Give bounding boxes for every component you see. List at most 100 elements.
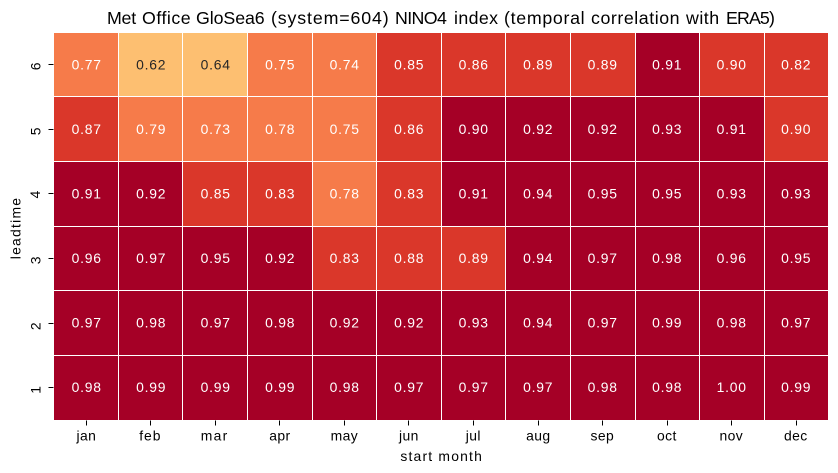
svg-text:0.90: 0.90 (781, 121, 811, 137)
svg-text:0.83: 0.83 (265, 185, 295, 201)
svg-text:0.98: 0.98 (265, 314, 295, 330)
svg-text:jul: jul (465, 428, 481, 444)
svg-text:may: may (331, 428, 358, 444)
svg-text:0.92: 0.92 (394, 314, 424, 330)
svg-text:0.98: 0.98 (652, 379, 682, 395)
svg-text:0.79: 0.79 (136, 121, 166, 137)
svg-text:0.83: 0.83 (394, 185, 424, 201)
svg-text:0.94: 0.94 (523, 250, 553, 266)
svg-text:GloSea6: GloSea6 (196, 8, 265, 28)
svg-text:0.85: 0.85 (201, 185, 231, 201)
svg-text:1.00: 1.00 (717, 379, 747, 395)
svg-text:0.92: 0.92 (330, 314, 360, 330)
svg-text:(system=604): (system=604) (271, 8, 390, 28)
svg-text:0.90: 0.90 (459, 121, 489, 137)
svg-text:0.92: 0.92 (136, 185, 166, 201)
svg-text:0.97: 0.97 (588, 250, 618, 266)
svg-text:correlation: correlation (591, 8, 680, 28)
svg-text:0.97: 0.97 (459, 379, 489, 395)
svg-text:0.91: 0.91 (72, 185, 102, 201)
svg-text:5: 5 (28, 127, 44, 135)
svg-text:6: 6 (28, 62, 44, 70)
svg-text:0.92: 0.92 (523, 121, 553, 137)
svg-text:0.92: 0.92 (588, 121, 618, 137)
svg-text:0.96: 0.96 (717, 250, 747, 266)
svg-text:0.75: 0.75 (265, 56, 295, 72)
svg-text:0.94: 0.94 (523, 185, 553, 201)
svg-text:0.95: 0.95 (588, 185, 618, 201)
svg-text:0.77: 0.77 (72, 56, 102, 72)
svg-text:0.98: 0.98 (717, 314, 747, 330)
svg-text:0.97: 0.97 (201, 314, 231, 330)
svg-text:Office: Office (142, 8, 191, 28)
svg-text:ERA5): ERA5) (726, 8, 774, 28)
svg-text:0.88: 0.88 (394, 250, 424, 266)
svg-text:0.85: 0.85 (394, 56, 424, 72)
svg-text:3: 3 (28, 256, 44, 264)
svg-text:0.93: 0.93 (459, 314, 489, 330)
svg-text:0.95: 0.95 (781, 250, 811, 266)
svg-text:0.93: 0.93 (652, 121, 682, 137)
svg-text:0.99: 0.99 (781, 379, 811, 395)
svg-text:0.89: 0.89 (588, 56, 618, 72)
svg-text:0.94: 0.94 (523, 314, 553, 330)
svg-text:0.83: 0.83 (330, 250, 360, 266)
svg-text:0.78: 0.78 (330, 185, 360, 201)
svg-text:index: index (454, 8, 498, 28)
svg-text:0.96: 0.96 (72, 250, 102, 266)
svg-text:leadtime: leadtime (8, 197, 24, 260)
svg-text:oct: oct (657, 428, 677, 444)
svg-text:0.98: 0.98 (330, 379, 360, 395)
svg-text:0.91: 0.91 (459, 185, 489, 201)
svg-text:0.90: 0.90 (717, 56, 747, 72)
svg-text:with: with (685, 8, 720, 28)
svg-text:0.87: 0.87 (72, 121, 102, 137)
svg-text:0.78: 0.78 (265, 121, 295, 137)
svg-text:mar: mar (201, 428, 229, 444)
svg-text:0.98: 0.98 (136, 314, 166, 330)
svg-text:aug: aug (526, 428, 550, 444)
svg-text:0.98: 0.98 (588, 379, 618, 395)
svg-text:0.75: 0.75 (330, 121, 360, 137)
svg-text:jan: jan (75, 428, 96, 444)
svg-text:nov: nov (720, 428, 744, 444)
svg-text:0.95: 0.95 (201, 250, 231, 266)
svg-text:0.89: 0.89 (459, 250, 489, 266)
svg-text:4: 4 (27, 191, 43, 199)
svg-text:jun: jun (398, 428, 419, 444)
svg-text:0.86: 0.86 (459, 56, 489, 72)
svg-text:start month: start month (400, 448, 483, 464)
svg-text:0.99: 0.99 (652, 314, 682, 330)
svg-text:0.89: 0.89 (523, 56, 553, 72)
svg-text:0.92: 0.92 (265, 250, 295, 266)
svg-text:0.62: 0.62 (136, 56, 166, 72)
svg-text:0.91: 0.91 (652, 56, 682, 72)
svg-text:0.64: 0.64 (201, 56, 231, 72)
svg-text:0.99: 0.99 (136, 379, 166, 395)
svg-text:0.86: 0.86 (394, 121, 424, 137)
svg-text:0.97: 0.97 (523, 379, 553, 395)
svg-text:sep: sep (591, 428, 615, 444)
svg-text:0.93: 0.93 (781, 185, 811, 201)
svg-text:1: 1 (28, 386, 44, 394)
svg-text:0.93: 0.93 (717, 185, 747, 201)
svg-text:0.98: 0.98 (72, 379, 102, 395)
svg-text:dec: dec (784, 428, 808, 444)
svg-text:0.82: 0.82 (781, 56, 811, 72)
svg-text:0.97: 0.97 (136, 250, 166, 266)
svg-text:2: 2 (28, 322, 44, 330)
svg-text:0.98: 0.98 (652, 250, 682, 266)
svg-text:0.97: 0.97 (781, 314, 811, 330)
svg-text:0.99: 0.99 (265, 379, 295, 395)
svg-text:0.97: 0.97 (394, 379, 424, 395)
svg-text:0.95: 0.95 (652, 185, 682, 201)
svg-text:NINO4: NINO4 (395, 8, 447, 28)
svg-text:0.97: 0.97 (72, 314, 102, 330)
svg-text:0.74: 0.74 (330, 56, 360, 72)
svg-text:0.73: 0.73 (201, 121, 231, 137)
svg-text:Met: Met (107, 8, 136, 28)
svg-text:0.97: 0.97 (588, 314, 618, 330)
svg-text:(temporal: (temporal (504, 8, 585, 28)
svg-text:feb: feb (139, 428, 161, 444)
svg-text:apr: apr (269, 428, 290, 444)
